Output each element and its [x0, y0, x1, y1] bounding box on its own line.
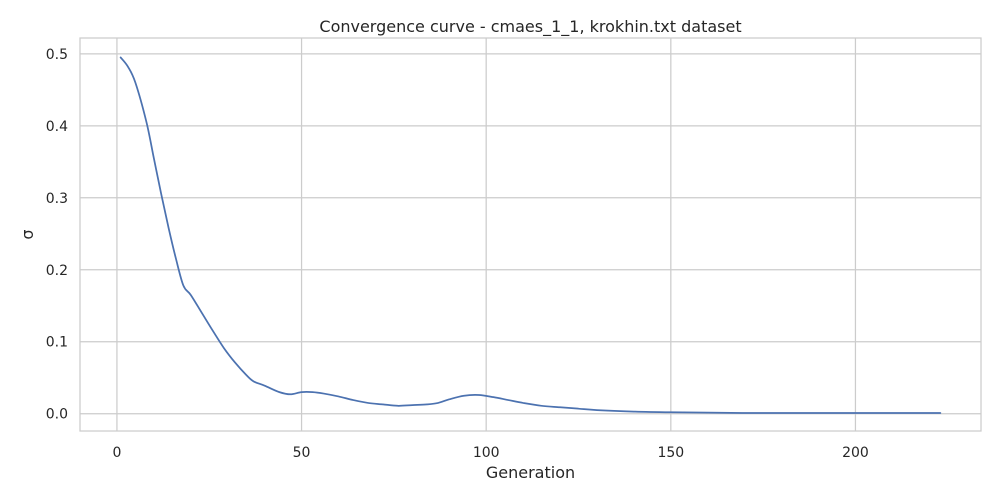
- x-tick-labels: 0 50 100 150 200: [112, 445, 868, 461]
- grid-lines: [80, 38, 981, 431]
- x-tick-label: 200: [842, 445, 869, 461]
- y-tick-label: 0.2: [46, 263, 68, 279]
- y-tick-labels: 0.0 0.1 0.2 0.3 0.4 0.5: [46, 47, 68, 423]
- x-axis-label: Generation: [486, 463, 575, 482]
- x-tick-label: 0: [112, 445, 121, 461]
- y-tick-label: 0.3: [46, 191, 68, 207]
- y-tick-label: 0.0: [46, 407, 68, 423]
- y-tick-label: 0.5: [46, 47, 68, 63]
- x-tick-label: 100: [473, 445, 500, 461]
- plot-frame: [79, 37, 982, 432]
- x-tick-label: 50: [293, 445, 311, 461]
- series-line: [119, 56, 942, 414]
- x-tick-label: 150: [657, 445, 684, 461]
- y-tick-label: 0.4: [46, 119, 68, 135]
- series-layer: [119, 56, 942, 414]
- plot-background: [80, 38, 981, 431]
- y-axis-label: σ: [18, 229, 37, 239]
- chart-title: Convergence curve - cmaes_1_1, krokhin.t…: [319, 17, 741, 37]
- y-tick-label: 0.1: [46, 335, 68, 351]
